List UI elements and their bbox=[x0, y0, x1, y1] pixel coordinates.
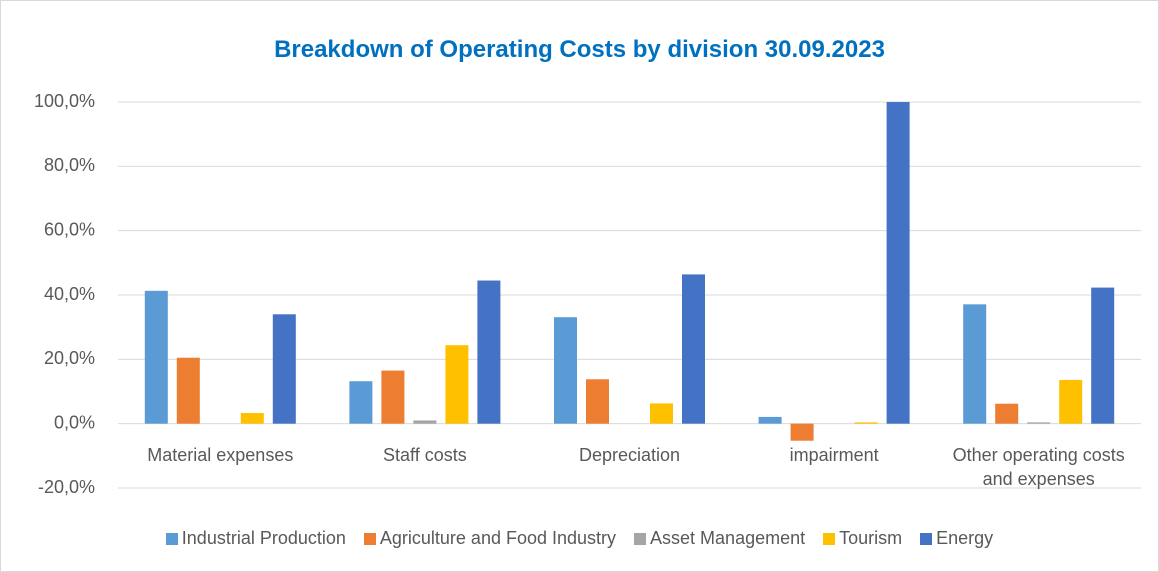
legend: Industrial Production Agriculture and Foo… bbox=[0, 528, 1159, 549]
legend-swatch bbox=[363, 532, 376, 545]
x-tick-label: Other operating costs and expenses bbox=[952, 445, 1125, 489]
legend-swatch bbox=[920, 532, 933, 545]
bar bbox=[272, 314, 296, 424]
y-tick-label: -20,0% bbox=[38, 477, 95, 497]
legend-label: Industrial Production bbox=[181, 528, 346, 548]
legend-item: Agriculture and Food Industry bbox=[363, 528, 617, 549]
legend-label: Energy bbox=[936, 528, 994, 548]
y-tick-label: 100,0% bbox=[34, 91, 95, 111]
x-tick-label: Material expenses bbox=[147, 445, 294, 465]
y-tick-label: 20,0% bbox=[44, 348, 95, 368]
bar bbox=[586, 379, 609, 424]
legend-item: Asset Management bbox=[634, 528, 805, 549]
bar bbox=[1091, 287, 1115, 424]
y-tick-label: 80,0% bbox=[44, 155, 95, 175]
bar bbox=[554, 317, 577, 424]
legend-item: Energy bbox=[920, 528, 993, 549]
bar bbox=[854, 422, 878, 424]
legend-label: Tourism bbox=[839, 528, 903, 548]
bar bbox=[963, 304, 987, 424]
bar bbox=[477, 280, 501, 424]
legend-label: Asset Management bbox=[650, 528, 806, 548]
bar bbox=[349, 381, 373, 424]
bar bbox=[1027, 422, 1051, 424]
legend-swatch bbox=[165, 532, 178, 545]
bar bbox=[176, 357, 200, 424]
chart-title: Breakdown of Operating Costs by division… bbox=[274, 36, 885, 63]
legend-swatch bbox=[634, 532, 647, 545]
x-tick-label: impairment bbox=[789, 445, 879, 465]
legend-item: Industrial Production bbox=[165, 528, 346, 549]
legend-swatch bbox=[823, 532, 836, 545]
bar bbox=[886, 102, 910, 424]
legend-item: Tourism bbox=[823, 528, 902, 549]
bar bbox=[758, 416, 782, 424]
bar bbox=[1059, 379, 1083, 424]
bar bbox=[682, 274, 705, 424]
y-tick-label: 60,0% bbox=[44, 219, 95, 239]
y-tick-label: 0,0% bbox=[54, 412, 95, 432]
x-tick-label: Depreciation bbox=[578, 445, 681, 465]
bar bbox=[445, 345, 469, 424]
bar bbox=[144, 290, 168, 424]
bar bbox=[790, 423, 814, 441]
bar bbox=[650, 403, 673, 424]
bar bbox=[995, 403, 1019, 424]
bar bbox=[381, 370, 405, 424]
legend-label: Agriculture and Food Industry bbox=[379, 528, 617, 548]
x-tick-label: Staff costs bbox=[383, 445, 467, 465]
bar bbox=[413, 420, 437, 424]
bar bbox=[240, 413, 264, 424]
y-tick-label: 40,0% bbox=[44, 284, 95, 304]
